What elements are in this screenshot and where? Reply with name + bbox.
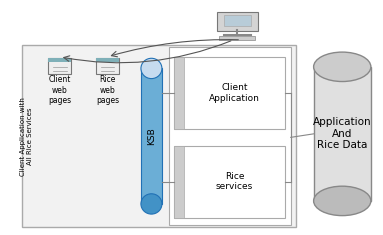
FancyBboxPatch shape <box>174 57 184 129</box>
FancyBboxPatch shape <box>96 58 119 74</box>
Text: Rice
services: Rice services <box>216 172 253 192</box>
FancyBboxPatch shape <box>22 45 296 227</box>
Text: Rice
web
pages: Rice web pages <box>96 75 119 105</box>
Text: Client
Application: Client Application <box>209 83 260 103</box>
Ellipse shape <box>314 186 371 216</box>
FancyBboxPatch shape <box>224 15 251 26</box>
FancyBboxPatch shape <box>174 145 285 218</box>
Text: KSB: KSB <box>147 127 156 145</box>
Polygon shape <box>141 68 162 204</box>
FancyBboxPatch shape <box>174 57 285 129</box>
Text: Client Application with
All Rice Services: Client Application with All Rice Service… <box>20 97 33 176</box>
FancyBboxPatch shape <box>217 12 257 31</box>
Ellipse shape <box>141 194 162 214</box>
Ellipse shape <box>141 58 162 78</box>
FancyBboxPatch shape <box>169 47 291 225</box>
FancyBboxPatch shape <box>48 58 71 74</box>
Text: Client
web
pages: Client web pages <box>48 75 71 105</box>
FancyBboxPatch shape <box>96 58 119 62</box>
FancyBboxPatch shape <box>48 58 71 62</box>
FancyBboxPatch shape <box>219 36 255 40</box>
Polygon shape <box>314 67 371 201</box>
Ellipse shape <box>314 52 371 82</box>
FancyBboxPatch shape <box>174 145 184 218</box>
Text: Application
And
Rice Data: Application And Rice Data <box>313 117 372 150</box>
